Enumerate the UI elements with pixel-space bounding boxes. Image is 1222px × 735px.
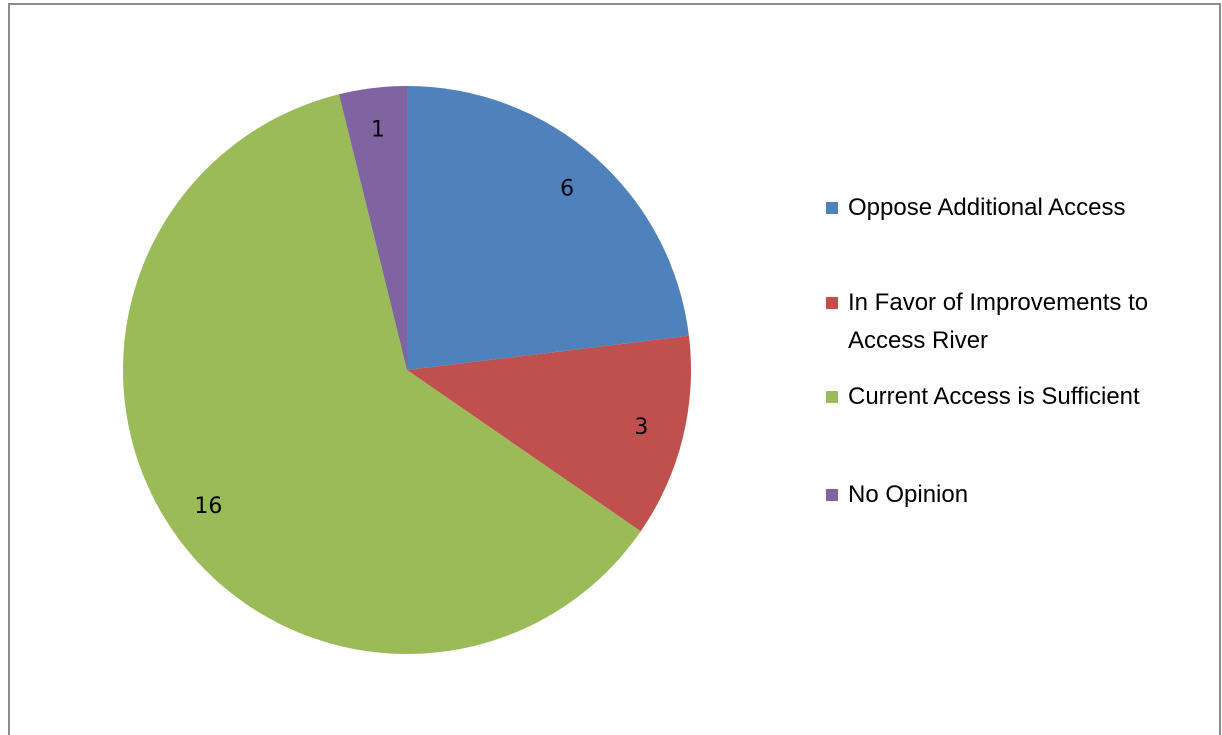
pie-slice bbox=[339, 86, 407, 370]
data-label: 16 bbox=[194, 494, 222, 519]
data-label: 3 bbox=[634, 415, 648, 440]
legend-label: Current Access is Sufficient bbox=[848, 383, 1140, 410]
data-label: 6 bbox=[560, 176, 574, 201]
pie-slice bbox=[407, 86, 689, 370]
legend-swatch bbox=[826, 297, 838, 309]
data-label: 1 bbox=[371, 117, 385, 142]
legend-swatch bbox=[826, 202, 838, 214]
pie-slice bbox=[407, 335, 691, 532]
legend-swatch bbox=[826, 391, 838, 403]
frame bbox=[8, 3, 1221, 735]
legend-label: No Opinion bbox=[848, 481, 969, 508]
pie-slice bbox=[122, 94, 641, 655]
legend-label: Oppose Additional Access bbox=[848, 194, 1126, 221]
legend-swatch bbox=[826, 489, 838, 501]
legend-label: In Favor of Improvements to Access River bbox=[848, 289, 1149, 354]
